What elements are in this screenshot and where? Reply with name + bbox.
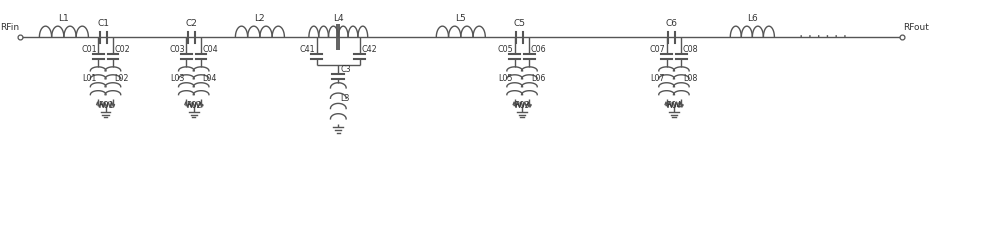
- Text: R02: R02: [186, 101, 202, 110]
- Text: C03: C03: [169, 45, 185, 54]
- Text: C3: C3: [340, 65, 351, 74]
- Text: C05: C05: [497, 45, 513, 54]
- Text: RFin: RFin: [0, 23, 19, 32]
- Text: L05: L05: [499, 74, 513, 83]
- Text: RFout: RFout: [903, 23, 929, 32]
- Text: C2: C2: [185, 19, 197, 28]
- Text: C41: C41: [300, 45, 315, 54]
- Text: L06: L06: [531, 74, 545, 83]
- Text: L01: L01: [82, 74, 97, 83]
- Text: C1: C1: [97, 19, 109, 28]
- Text: C42: C42: [361, 45, 377, 54]
- Text: R01: R01: [98, 101, 113, 110]
- Text: L08: L08: [683, 74, 697, 83]
- Text: C02: C02: [114, 45, 130, 54]
- Text: L3: L3: [340, 94, 350, 103]
- Text: L6: L6: [747, 14, 758, 23]
- Text: L2: L2: [255, 14, 265, 23]
- Text: L5: L5: [455, 14, 466, 23]
- Text: L07: L07: [651, 74, 665, 83]
- Text: C08: C08: [683, 45, 698, 54]
- Text: L02: L02: [114, 74, 129, 83]
- Text: L1: L1: [59, 14, 69, 23]
- Text: L03: L03: [171, 74, 185, 83]
- Text: C01: C01: [81, 45, 97, 54]
- Text: C6: C6: [666, 19, 678, 28]
- Text: · · · · · ·: · · · · · ·: [799, 30, 847, 44]
- Text: C06: C06: [531, 45, 546, 54]
- Text: R03: R03: [514, 101, 530, 110]
- Text: C5: C5: [514, 19, 526, 28]
- Text: L04: L04: [203, 74, 217, 83]
- Text: C07: C07: [649, 45, 665, 54]
- Text: C04: C04: [203, 45, 218, 54]
- Text: R04: R04: [666, 101, 682, 110]
- Text: L4: L4: [333, 14, 344, 23]
